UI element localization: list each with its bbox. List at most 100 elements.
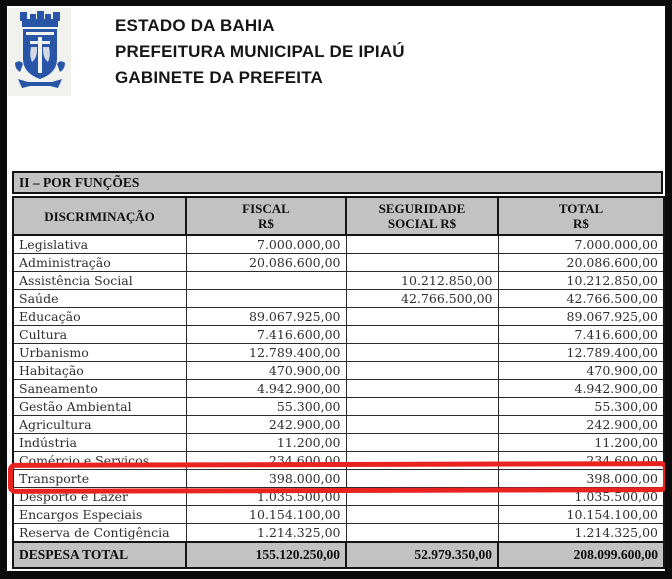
- fiscal-value-cell: 20.086.600,00: [185, 253, 347, 272]
- table-footer: DESPESA TOTAL 155.120.250,00 52.979.350,…: [12, 541, 665, 569]
- fiscal-value-cell: 470.900,00: [185, 361, 347, 380]
- total-value-cell: 10.212.850,00: [497, 271, 665, 290]
- table-row: Saneamento 4.942.900,00 4.942.900,00: [12, 379, 665, 398]
- total-fiscal-cell: 155.120.250,00: [185, 541, 347, 569]
- seguridade-value-cell: [345, 379, 499, 398]
- table-row: Assistência Social 10.212.850,00 10.212.85…: [12, 271, 665, 290]
- table-row: Comércio e Serviços 234.600,00 234.600,00: [12, 451, 665, 470]
- function-name-cell: Legislativa: [12, 234, 187, 254]
- function-name-cell: Reserva de Contigência: [12, 523, 187, 543]
- seguridade-value-cell: [345, 451, 499, 470]
- function-name-cell: Encargos Especiais: [12, 505, 187, 524]
- table-row: Cultura 7.416.600,00 7.416.600,00: [12, 325, 665, 344]
- total-value-cell: 20.086.600,00: [497, 253, 665, 272]
- fiscal-value-cell: 11.200,00: [185, 433, 347, 452]
- letterhead-line-state: ESTADO DA BAHIA: [115, 16, 275, 35]
- total-value-cell: 7.416.600,00: [497, 325, 665, 344]
- table-row: Administração 20.086.600,00 20.086.600,00: [12, 253, 665, 272]
- total-value-cell: 4.942.900,00: [497, 379, 665, 398]
- seguridade-value-cell: [345, 397, 499, 416]
- seguridade-value-cell: [345, 469, 499, 488]
- function-name-cell: Cultura: [12, 325, 187, 344]
- function-name-cell: Comércio e Serviços: [12, 451, 187, 470]
- seguridade-value-cell: [345, 487, 499, 506]
- column-header-total: TOTAL R$: [497, 196, 665, 236]
- total-value-cell: 1.214.325,00: [497, 523, 665, 543]
- seguridade-value-cell: [345, 433, 499, 452]
- function-name-cell: Gestão Ambiental: [12, 397, 187, 416]
- column-header-seguridade: SEGURIDADE SOCIAL R$: [345, 196, 499, 236]
- letterhead-line-city: PREFEITURA MUNICIPAL DE IPIAÚ: [115, 42, 405, 61]
- table-row: Transporte 398.000,00 398.000,00: [12, 469, 665, 488]
- function-name-cell: Habitação: [12, 361, 187, 380]
- function-name-cell: Indústria: [12, 433, 187, 452]
- fiscal-value-cell: 398.000,00: [185, 469, 347, 488]
- table-row: Urbanismo 12.789.400,00 12.789.400,00: [12, 343, 665, 362]
- function-name-cell: Transporte: [12, 469, 187, 488]
- function-name-cell: Assistência Social: [12, 271, 187, 290]
- function-name-cell: Administração: [12, 253, 187, 272]
- function-name-cell: Educação: [12, 307, 187, 326]
- total-value-cell: 89.067.925,00: [497, 307, 665, 326]
- total-row: DESPESA TOTAL 155.120.250,00 52.979.350,…: [12, 541, 665, 569]
- table-row: Legislativa 7.000.000,00 7.000.000,00: [12, 234, 665, 254]
- table-body: Legislativa 7.000.000,00 7.000.000,00 Admin…: [12, 234, 665, 543]
- fiscal-value-cell: [185, 289, 347, 308]
- total-value-cell: 12.789.400,00: [497, 343, 665, 362]
- table-row: Desporto e Lazer 1.035.500,00 1.035.500,00: [12, 487, 665, 506]
- table-header: DISCRIMINAÇÃO FISCAL R$ SEGURIDADE SOCIA…: [12, 196, 665, 236]
- budget-by-function-table: DISCRIMINAÇÃO FISCAL R$ SEGURIDADE SOCIA…: [12, 196, 665, 569]
- fiscal-value-cell: 7.000.000,00: [185, 234, 347, 254]
- total-value-cell: 398.000,00: [497, 469, 665, 488]
- letterhead-line-office: GABINETE DA PREFEITA: [115, 68, 324, 87]
- fiscal-value-cell: 7.416.600,00: [185, 325, 347, 344]
- total-value-cell: 42.766.500,00: [497, 289, 665, 308]
- budget-table-area: II – POR FUNÇÕES DISCRIMINAÇÃO FISCAL R$…: [7, 171, 665, 569]
- table-row: Agricultura 242.900,00 242.900,00: [12, 415, 665, 434]
- municipal-logo: [8, 8, 71, 96]
- fiscal-value-cell: 1.035.500,00: [185, 487, 347, 506]
- function-name-cell: Desporto e Lazer: [12, 487, 187, 506]
- seguridade-value-cell: 10.212.850,00: [345, 271, 499, 290]
- fiscal-value-cell: 1.214.325,00: [185, 523, 347, 543]
- seguridade-value-cell: [345, 307, 499, 326]
- fiscal-value-cell: 4.942.900,00: [185, 379, 347, 398]
- table-row: Educação 89.067.925,00 89.067.925,00: [12, 307, 665, 326]
- seguridade-value-cell: [345, 325, 499, 344]
- total-row-label: DESPESA TOTAL: [12, 541, 187, 569]
- column-header-discriminacao: DISCRIMINAÇÃO: [12, 196, 187, 236]
- total-value-cell: 7.000.000,00: [497, 234, 665, 254]
- total-value-cell: 1.035.500,00: [497, 487, 665, 506]
- function-name-cell: Agricultura: [12, 415, 187, 434]
- letterhead: ESTADO DA BAHIA PREFEITURA MUNICIPAL DE …: [115, 13, 405, 91]
- function-name-cell: Saneamento: [12, 379, 187, 398]
- fiscal-value-cell: 234.600,00: [185, 451, 347, 470]
- fiscal-value-cell: 242.900,00: [185, 415, 347, 434]
- table-row: Saúde 42.766.500,00 42.766.500,00: [12, 289, 665, 308]
- total-value-cell: 10.154.100,00: [497, 505, 665, 524]
- fiscal-value-cell: 89.067.925,00: [185, 307, 347, 326]
- seguridade-value-cell: 42.766.500,00: [345, 289, 499, 308]
- table-row: Indústria 11.200,00 11.200,00: [12, 433, 665, 452]
- seguridade-value-cell: [345, 505, 499, 524]
- function-name-cell: Saúde: [12, 289, 187, 308]
- table-row: Gestão Ambiental 55.300,00 55.300,00: [12, 397, 665, 416]
- table-row: Encargos Especiais 10.154.100,00 10.154.10…: [12, 505, 665, 524]
- seguridade-value-cell: [345, 253, 499, 272]
- seguridade-value-cell: [345, 361, 499, 380]
- function-name-cell: Urbanismo: [12, 343, 187, 362]
- column-header-fiscal: FISCAL R$: [185, 196, 347, 236]
- seguridade-value-cell: [345, 523, 499, 543]
- seguridade-value-cell: [345, 415, 499, 434]
- total-total-cell: 208.099.600,00: [497, 541, 665, 569]
- fiscal-value-cell: 10.154.100,00: [185, 505, 347, 524]
- fiscal-value-cell: 12.789.400,00: [185, 343, 347, 362]
- total-value-cell: 234.600,00: [497, 451, 665, 470]
- seguridade-value-cell: [345, 234, 499, 254]
- total-seguridade-cell: 52.979.350,00: [345, 541, 499, 569]
- seguridade-value-cell: [345, 343, 499, 362]
- section-title: II – POR FUNÇÕES: [12, 171, 663, 194]
- total-value-cell: 470.900,00: [497, 361, 665, 380]
- total-value-cell: 55.300,00: [497, 397, 665, 416]
